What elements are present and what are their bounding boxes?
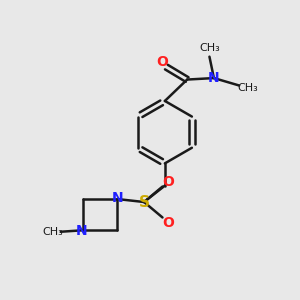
Text: CH₃: CH₃ [237,83,258,94]
Text: N: N [76,224,88,238]
Text: N: N [208,71,220,85]
Text: O: O [162,216,174,230]
Text: O: O [162,175,174,189]
Text: O: O [156,55,168,69]
Text: N: N [112,191,123,206]
Text: S: S [139,194,150,209]
Text: CH₃: CH₃ [199,44,220,53]
Text: CH₃: CH₃ [42,227,63,237]
